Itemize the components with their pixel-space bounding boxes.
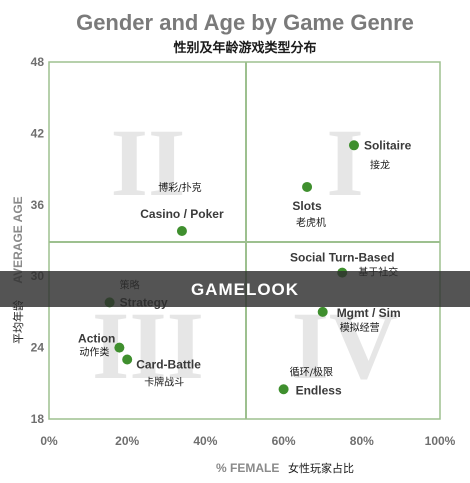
x-tick-label: 100% bbox=[425, 434, 456, 448]
x-tick-label: 0% bbox=[40, 434, 58, 448]
y-tick-label: 42 bbox=[31, 126, 45, 140]
point-label-cn: 模拟经营 bbox=[340, 321, 380, 334]
quadrant-label-3: III bbox=[92, 292, 204, 399]
data-point-group: Slots 老虎机 bbox=[292, 181, 326, 229]
data-point bbox=[317, 306, 328, 317]
point-label-cn: 卡牌战斗 bbox=[144, 376, 184, 389]
y-axis-title: AVERAGE AGE 平均年龄 bbox=[11, 196, 25, 344]
point-label: Solitaire bbox=[364, 138, 412, 152]
data-point bbox=[176, 225, 187, 236]
point-label-cn: 循环/极限 bbox=[290, 365, 333, 378]
data-point bbox=[348, 140, 359, 151]
data-point-group: Endless 循环/极限 bbox=[278, 365, 342, 397]
watermark-text: GAMELOOK bbox=[191, 280, 299, 299]
point-label: Endless bbox=[296, 383, 342, 397]
point-label: Card-Battle bbox=[136, 358, 201, 372]
data-point bbox=[302, 181, 313, 192]
x-tick-label: 60% bbox=[272, 434, 296, 448]
y-tick-label: 18 bbox=[31, 412, 45, 426]
quadrant-label-2: II bbox=[111, 109, 186, 216]
point-label: Casino / Poker bbox=[140, 207, 224, 221]
y-tick-labels: 182430364248 bbox=[31, 55, 45, 426]
y-tick-label: 48 bbox=[31, 55, 45, 69]
x-tick-label: 40% bbox=[193, 434, 217, 448]
point-label-cn: 动作类 bbox=[79, 346, 109, 359]
x-axis-label-cn: 女性玩家占比 bbox=[288, 461, 354, 475]
x-tick-label: 80% bbox=[350, 434, 374, 448]
x-axis-title: % FEMALE 女性玩家占比 bbox=[216, 461, 354, 475]
watermark-banner: GAMELOOK bbox=[0, 271, 470, 307]
quadrant-label-4: IV bbox=[292, 292, 399, 399]
data-point bbox=[122, 354, 133, 365]
x-tick-labels: 0% 20% 40% 60% 80% 100% bbox=[40, 434, 455, 448]
chart-subtitle: 性别及年龄游戏类型分布 bbox=[173, 40, 316, 56]
point-label-cn: 接龙 bbox=[370, 158, 390, 171]
y-tick-label: 24 bbox=[31, 341, 45, 355]
data-point bbox=[278, 384, 289, 395]
y-axis-label: AVERAGE AGE bbox=[11, 196, 25, 283]
plot-frame bbox=[48, 61, 441, 420]
data-point-group: Card-Battle 卡牌战斗 bbox=[122, 354, 201, 389]
quadrant-label-1: I bbox=[326, 109, 363, 216]
data-point bbox=[114, 342, 125, 353]
point-label: Slots bbox=[292, 199, 322, 213]
point-label: Social Turn-Based bbox=[290, 251, 394, 265]
point-label-cn: 博彩/扑克 bbox=[158, 181, 201, 194]
watermark-band bbox=[0, 271, 470, 307]
point-label: Mgmt / Sim bbox=[337, 306, 401, 320]
y-axis-label-cn: 平均年龄 bbox=[11, 300, 25, 344]
chart-title: Gender and Age by Game Genre bbox=[76, 10, 414, 35]
x-tick-label: 20% bbox=[115, 434, 139, 448]
x-axis-label: % FEMALE bbox=[216, 461, 279, 475]
data-point-group: Solitaire 接龙 bbox=[348, 138, 412, 171]
data-point-group: Casino / Poker 博彩/扑克 bbox=[140, 181, 224, 236]
y-tick-label: 36 bbox=[31, 198, 45, 212]
point-label-cn: 老虎机 bbox=[296, 216, 326, 229]
point-label: Action bbox=[78, 332, 115, 346]
